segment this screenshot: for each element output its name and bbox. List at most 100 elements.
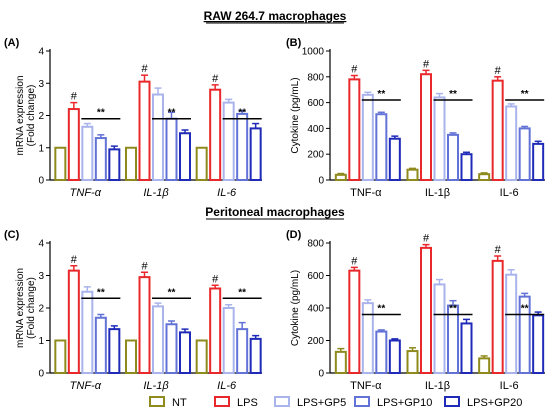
legend-swatch <box>274 396 290 407</box>
bar <box>165 323 178 374</box>
hash-marker: # <box>423 233 430 245</box>
bar <box>209 287 222 374</box>
chart-panel-b: (B) Cytokine (pg/mL) 0 200 400 600 800 1000 # ** T… <box>286 37 545 199</box>
legend-label: LPS <box>237 397 258 409</box>
bar <box>447 304 459 374</box>
legend-swatch <box>354 396 370 407</box>
bar <box>67 269 80 374</box>
bar <box>138 80 151 181</box>
significance-marker: ** <box>377 304 385 315</box>
bar <box>165 117 178 181</box>
bar <box>388 339 401 374</box>
category-label: IL-1β <box>143 187 169 199</box>
significance-marker: ** <box>97 108 105 119</box>
legend-swatch <box>214 396 230 407</box>
bar <box>94 137 107 181</box>
bar <box>361 302 374 374</box>
bar <box>447 133 459 182</box>
y-axis-label-line: (Fold change) <box>26 277 37 339</box>
y-axis-label: mRNA expression(Fold change) <box>15 75 37 155</box>
legend-label: LPS+GP10 <box>377 397 432 409</box>
bar <box>152 93 164 181</box>
significance-marker: ** <box>521 304 529 315</box>
category-label: IL-6 <box>500 187 519 199</box>
bar <box>388 137 401 181</box>
bar <box>505 273 518 374</box>
category-label: IL-1β <box>425 380 450 392</box>
y-tick-label: 0 <box>318 369 324 380</box>
significance-marker: ** <box>521 89 529 100</box>
significance-marker: ** <box>238 287 246 298</box>
bar <box>433 96 446 181</box>
bar <box>81 290 94 374</box>
bar <box>179 331 191 374</box>
category-label: TNF-α <box>70 187 102 199</box>
hash-marker: # <box>141 63 148 75</box>
hash-marker: # <box>423 58 430 70</box>
bar <box>152 305 164 374</box>
bar <box>505 105 518 181</box>
legend-label: NT <box>172 397 187 409</box>
hash-marker: # <box>212 273 219 285</box>
bar <box>361 93 374 181</box>
panel-label: (C) <box>4 229 20 241</box>
significance-marker: ** <box>168 287 176 298</box>
chart-panel-c: (C) mRNA expression(Fold change) 0 1 2 3 4 # ** T… <box>4 229 262 392</box>
y-axis-label: Cytokine (pg/mL) <box>290 270 301 346</box>
bar <box>54 146 67 181</box>
legend-label: LPS+GP20 <box>467 397 522 409</box>
bar <box>334 173 347 181</box>
hash-marker: # <box>495 65 502 77</box>
bar <box>420 246 432 374</box>
y-tick-label: 400 <box>307 124 324 135</box>
significance-marker: ** <box>97 287 105 298</box>
bar <box>532 314 545 374</box>
y-tick-label: 2 <box>38 304 44 315</box>
hash-marker: # <box>495 244 502 256</box>
y-axis-label-line: (Fold change) <box>26 85 37 147</box>
legend: NT LPS LPS+GP5 LPS+GP10 LPS+GP20 <box>149 396 522 409</box>
bar <box>179 132 191 182</box>
bar <box>348 78 361 181</box>
y-tick-label: 200 <box>307 336 324 347</box>
chart-panel-a: (A) mRNA expression(Fold change) 0 1 2 3 4 # ** T… <box>4 37 262 199</box>
y-tick-label: 1 <box>38 143 44 154</box>
y-tick-label: 3 <box>38 79 44 90</box>
section-title-raw: RAW 264.7 macrophages <box>204 9 347 23</box>
bar <box>94 316 107 374</box>
panel-label: (D) <box>286 229 302 241</box>
y-tick-label: 1000 <box>302 47 325 58</box>
bar <box>54 339 67 374</box>
bar <box>236 328 249 374</box>
category-label: IL-6 <box>217 187 237 199</box>
chart-panel-d: (D) Cytokine (pg/mL) 0 200 400 600 800 # ** TNF-α… <box>286 229 545 392</box>
category-label: IL-6 <box>500 380 519 392</box>
y-tick-label: 0 <box>318 176 324 187</box>
y-tick-label: 800 <box>307 239 324 250</box>
bar <box>222 307 235 374</box>
category-label: TNF-α <box>70 380 102 392</box>
y-tick-label: 600 <box>307 98 324 109</box>
hash-marker: # <box>71 254 78 266</box>
section-title-peritoneal: Peritoneal macrophages <box>205 205 345 219</box>
bar <box>532 142 545 182</box>
bar <box>249 127 262 181</box>
bar <box>334 350 347 374</box>
panel-label: (B) <box>286 37 302 49</box>
bar <box>222 101 235 181</box>
y-tick-label: 1 <box>38 336 44 347</box>
category-label: IL-1β <box>143 380 169 392</box>
bar <box>420 73 432 181</box>
hash-marker: # <box>71 91 78 103</box>
significance-marker: ** <box>449 89 457 100</box>
bar <box>491 259 504 374</box>
significance-marker: ** <box>449 304 457 315</box>
y-axis-label-line: mRNA expression <box>15 268 26 348</box>
y-tick-label: 4 <box>38 47 44 58</box>
y-tick-label: 0 <box>38 369 44 380</box>
bar <box>518 127 531 181</box>
hash-marker: # <box>212 73 219 85</box>
bar <box>195 339 208 374</box>
y-tick-label: 600 <box>307 271 324 282</box>
